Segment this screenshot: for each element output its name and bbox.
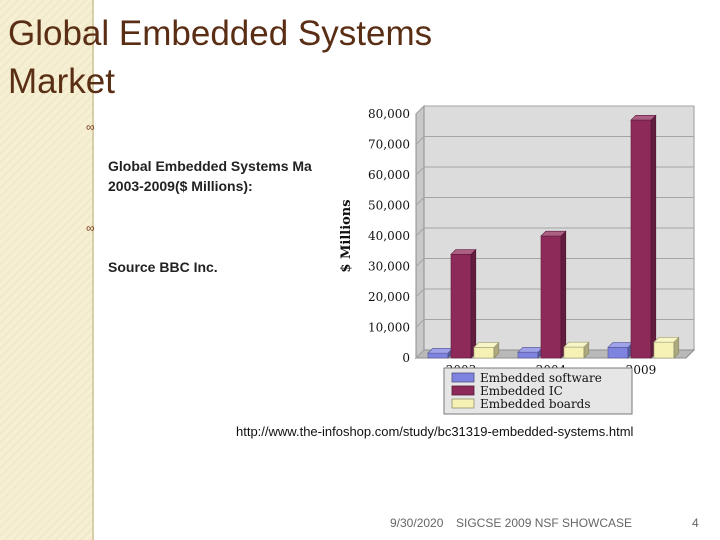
y-tick-label: 60,000 [368, 168, 410, 182]
y-axis-label: $ Millions [339, 199, 354, 272]
bar [427, 352, 449, 359]
grid-line-side [415, 197, 425, 206]
bar-top [607, 342, 634, 348]
bar-top [473, 342, 500, 348]
legend-label: Embedded software [480, 371, 602, 385]
bar-top [517, 347, 544, 353]
bar [563, 346, 585, 359]
y-tick-label: 40,000 [368, 229, 410, 243]
grid-line-side [415, 227, 425, 237]
grid-line-side [415, 288, 425, 298]
legend-swatch [451, 398, 475, 409]
bullet-text: Global Embedded Systems Ma 2003-2009($ M… [108, 158, 312, 194]
grid-line-side [415, 258, 425, 267]
bar [630, 119, 652, 359]
loop-bullet-icon: ∞ [86, 221, 95, 235]
bar [540, 235, 562, 359]
bar-side [650, 114, 657, 359]
market-bar-chart: 0 10,000 20,000 30,000 40,000 50,000 60,000 70,… [336, 98, 708, 416]
loop-bullet-icon: ∞ [86, 120, 95, 134]
bullet-item: ∞ Source BBC Inc. [86, 217, 346, 297]
grid-line-side [415, 166, 425, 176]
bar-top [630, 114, 657, 121]
source-url[interactable]: http://www.the-infoshop.com/study/bc3131… [236, 424, 634, 439]
bar [607, 347, 629, 359]
grid-line-side [415, 105, 425, 115]
legend-swatch [451, 372, 475, 383]
y-tick-label: 80,000 [368, 107, 410, 121]
bar-top [450, 249, 477, 255]
footer-text: SIGCSE 2009 NSF SHOWCASE [456, 516, 633, 530]
y-tick-label: 50,000 [368, 199, 410, 213]
legend-label: Embedded IC [480, 384, 563, 398]
grid-line-side [415, 319, 425, 328]
bar [653, 341, 675, 359]
bar-top [563, 341, 590, 348]
y-tick-label: 30,000 [368, 260, 410, 274]
legend-swatch [451, 385, 475, 396]
bar-top [653, 337, 680, 343]
bar-top [427, 348, 454, 354]
grid-line-side [415, 136, 425, 145]
grid-line-side [415, 349, 425, 359]
y-tick-label: 70,000 [368, 138, 410, 152]
slide-title: Global Embedded Systems Market [8, 14, 433, 101]
footer-page-number: 4 [692, 516, 699, 530]
bar [473, 347, 495, 359]
y-tick-label: 10,000 [368, 321, 410, 335]
footer-date: 9/30/2020 [390, 516, 444, 530]
legend-label: Embedded boards [480, 397, 591, 411]
y-tick-label: 20,000 [368, 290, 410, 304]
bullet-text: Source BBC Inc. [108, 259, 218, 275]
slide-sidebar-band [0, 0, 94, 540]
y-tick-label: 0 [402, 351, 410, 365]
bar-side [560, 230, 567, 359]
bar-side [470, 248, 477, 359]
bar-top [540, 230, 567, 237]
bar [517, 351, 539, 359]
bullet-list: ∞ Global Embedded Systems Ma 2003-2009($… [86, 116, 346, 298]
bullet-item: ∞ Global Embedded Systems Ma 2003-2009($… [86, 116, 346, 216]
sidebar-texture [0, 0, 92, 540]
legend-box [443, 367, 633, 415]
bar [450, 254, 472, 359]
x-tick-label: 2009 [626, 363, 657, 377]
